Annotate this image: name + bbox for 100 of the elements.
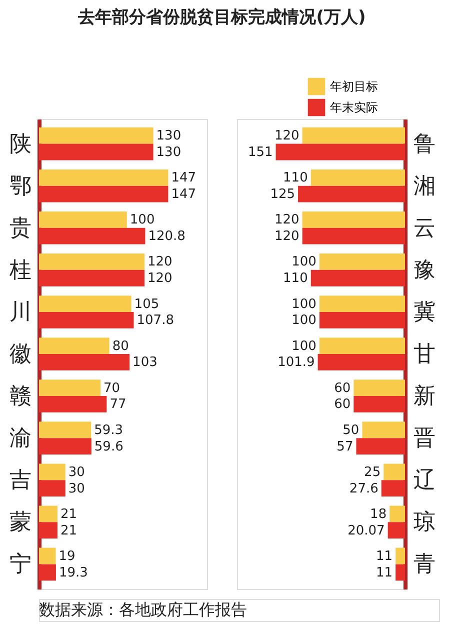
data-label: 120.8	[148, 229, 186, 244]
data-label: 19.3	[58, 565, 88, 580]
y-tick-label: 琼	[414, 510, 436, 536]
data-label: 30	[68, 464, 85, 480]
bar	[39, 169, 168, 186]
bar	[39, 228, 146, 244]
data-label: 59.3	[94, 422, 124, 438]
bar	[354, 380, 405, 396]
data-label: 70	[104, 380, 120, 396]
y-tick-label: 甘	[414, 342, 436, 367]
data-label: 21	[60, 506, 78, 522]
y-tick-label: 湘	[414, 174, 436, 199]
data-label: 60	[334, 380, 351, 396]
bar	[384, 464, 405, 480]
data-label: 120	[147, 271, 172, 286]
data-label: 110	[283, 170, 308, 186]
bar	[319, 296, 405, 312]
bar	[39, 338, 110, 354]
data-label: 130	[156, 145, 182, 160]
bar	[381, 480, 405, 497]
bar	[39, 312, 134, 328]
data-label: 110	[283, 271, 308, 286]
bar	[310, 270, 405, 286]
data-label: 151	[248, 145, 273, 160]
bar	[39, 438, 92, 454]
y-tick-label: 云	[414, 216, 436, 241]
source-note: 数据来源：各地政府工作报告	[39, 600, 247, 619]
data-label: 21	[60, 523, 78, 538]
bar	[302, 211, 405, 228]
bar	[390, 506, 405, 522]
data-label: 18	[370, 506, 387, 522]
y-tick-label: 川	[10, 300, 32, 325]
bar	[39, 564, 56, 581]
data-label: 120	[274, 212, 300, 228]
bar	[319, 338, 405, 354]
bar	[276, 144, 405, 160]
bar	[302, 127, 405, 144]
data-label: 100	[292, 296, 316, 312]
data-label: 120	[274, 128, 300, 144]
bar	[354, 396, 405, 412]
data-label: 80	[112, 338, 129, 354]
data-label: 120	[147, 254, 172, 270]
legend-label: 年初目标	[330, 80, 378, 94]
data-label: 130	[156, 128, 182, 144]
bar	[39, 270, 144, 286]
data-label: 60	[334, 397, 351, 412]
text: 去年部分省份脱贫目标完成情况(万人)	[77, 8, 366, 28]
y-tick-label: 青	[414, 552, 436, 578]
bar	[39, 548, 56, 564]
bar	[39, 354, 130, 370]
y-tick-label: 蒙	[10, 510, 32, 536]
y-tick-label: 桂	[8, 258, 32, 283]
data-label: 11	[376, 549, 393, 564]
bar	[39, 522, 58, 539]
bar	[39, 464, 66, 480]
data-label: 101.9	[278, 355, 315, 370]
bar	[396, 548, 405, 564]
y-tick-label: 辽	[414, 468, 436, 494]
data-label: 100	[292, 254, 316, 270]
y-tick-label: 豫	[414, 258, 436, 283]
data-label: 30	[68, 481, 85, 496]
data-label: 77	[110, 397, 126, 412]
bar	[362, 422, 405, 438]
bar	[39, 480, 66, 497]
bar	[39, 380, 101, 396]
data-label: 125	[270, 187, 296, 202]
y-tick-label: 赣	[10, 384, 32, 410]
bar	[388, 522, 405, 539]
bar	[356, 438, 405, 454]
y-tick-label: 陕	[10, 132, 32, 157]
y-tick-label: 渝	[10, 426, 32, 452]
y-tick-label: 晋	[414, 426, 436, 452]
data-label: 20.07	[348, 523, 385, 538]
bar	[39, 144, 154, 160]
bar	[319, 312, 405, 328]
bar	[310, 169, 405, 186]
bar	[39, 396, 107, 412]
bar	[298, 186, 405, 202]
data-label: 107.8	[136, 313, 174, 328]
bar	[319, 254, 405, 270]
bar	[318, 354, 405, 370]
y-tick-label: 鲁	[414, 132, 436, 157]
data-label: 120	[274, 229, 300, 244]
data-label: 100	[130, 212, 155, 228]
data-label: 147	[171, 170, 196, 186]
bar	[396, 564, 405, 581]
y-tick-label: 宁	[10, 552, 32, 578]
data-label: 27.6	[349, 481, 378, 496]
data-label: 19	[58, 549, 76, 564]
y-tick-label: 新	[414, 384, 436, 410]
data-label: 147	[171, 187, 196, 202]
data-label: 100	[292, 338, 316, 354]
bar	[39, 211, 127, 228]
y-tick-label: 吉	[10, 468, 32, 494]
data-label: 57	[336, 439, 354, 454]
y-tick-label: 徽	[10, 342, 32, 367]
data-label: 25	[364, 464, 381, 480]
bar	[39, 254, 144, 270]
legend-label: 年末实际	[330, 100, 378, 114]
y-tick-label: 鄂	[10, 174, 32, 199]
